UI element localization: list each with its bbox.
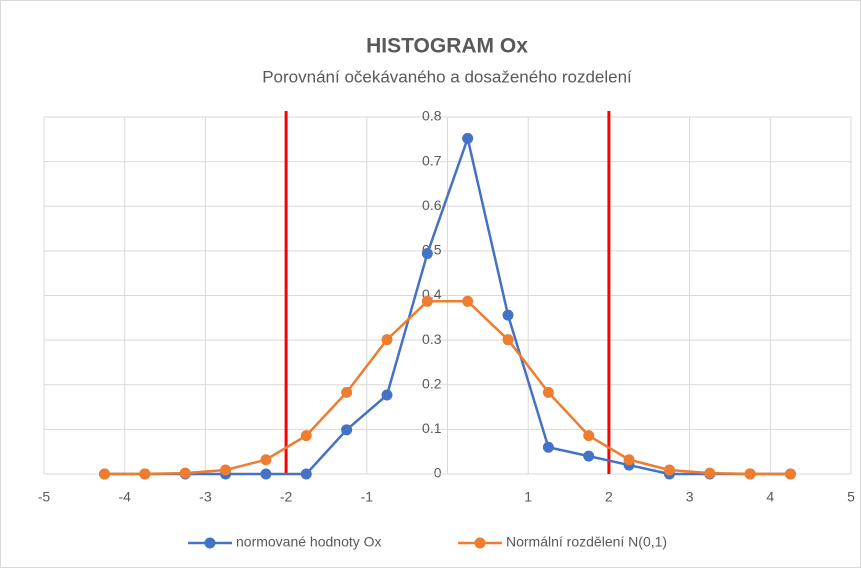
data-point [99,468,111,480]
data-point [381,334,393,346]
x-tick-label: -3 [199,489,212,505]
y-tick-label: 0 [434,465,442,481]
legend-label: Normální rozdělení N(0,1) [506,534,667,550]
legend-marker [204,537,216,549]
data-point [300,468,312,480]
series-line [104,300,791,476]
data-point [220,464,232,476]
data-point [462,295,474,307]
x-tick-label: 5 [847,489,855,505]
y-tick-label: 0.6 [422,197,442,213]
y-tick-label: 0.8 [422,108,442,124]
y-tick-label: 0.2 [422,375,442,391]
x-tick-label: 4 [766,489,774,505]
x-tick-label: -1 [361,489,374,505]
series-line [104,137,791,476]
data-point [744,468,756,480]
data-point [300,430,312,442]
data-point [784,468,796,480]
data-point [260,468,272,480]
x-tick-label: -5 [38,489,51,505]
data-point [663,464,675,476]
data-point [542,386,554,398]
data-point [139,468,151,480]
data-point [421,295,433,307]
data-point [502,309,514,321]
data-point [341,424,353,436]
x-tick-label: -2 [280,489,293,505]
y-tick-label: 0.7 [422,152,442,168]
data-point [704,467,716,479]
data-point [623,454,635,466]
legend-marker [474,537,486,549]
data-point [583,430,595,442]
legend-label: normované hodnoty Ox [236,534,382,550]
chart-title: HISTOGRAM Ox [366,35,528,58]
y-tick-label: 0.1 [422,420,442,436]
data-point [341,386,353,398]
x-tick-label: 1 [524,489,532,505]
data-point [502,334,514,346]
y-tick-label: 0.3 [422,331,442,347]
data-point [583,450,595,462]
data-point [542,441,554,453]
x-tick-label: -4 [118,489,131,505]
data-point [381,389,393,401]
data-point [260,454,272,466]
chart-subtitle: Porovnání očekávaného a dosaženého rozde… [262,67,632,86]
x-tick-label: 2 [605,489,613,505]
data-point [179,467,191,479]
x-tick-label: 3 [686,489,694,505]
data-point [462,132,474,144]
data-point [421,248,433,260]
